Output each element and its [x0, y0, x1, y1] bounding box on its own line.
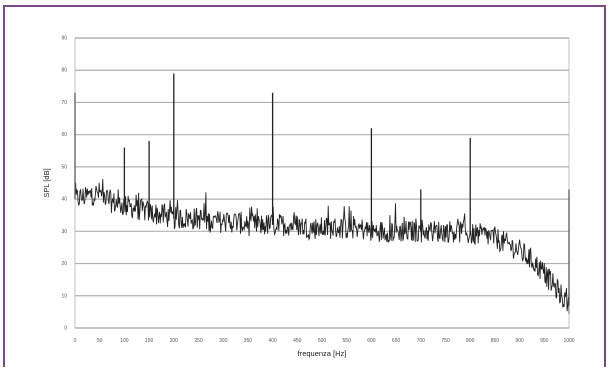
x-tick-label: 750: [441, 338, 450, 344]
x-tick-label: 800: [466, 338, 475, 344]
x-tick-label: 250: [194, 338, 203, 344]
x-tick-label: 450: [293, 338, 302, 344]
x-tick-label: 550: [343, 338, 352, 344]
x-tick-label: 400: [268, 338, 277, 344]
x-tick-label: 50: [97, 338, 103, 344]
x-tick-label: 500: [318, 338, 327, 344]
x-tick-label: 150: [145, 338, 154, 344]
x-tick-label: 200: [170, 338, 179, 344]
x-tick-label: 950: [540, 338, 549, 344]
y-tick-label: 0: [64, 326, 67, 332]
x-tick-label: 700: [417, 338, 426, 344]
x-tick-labels: 0 50 100 150 200 250 300 350 400 450 500 550 600 650 7…: [74, 338, 575, 344]
x-tick-label: 900: [515, 338, 524, 344]
y-tick-label: 20: [61, 261, 67, 267]
y-tick-label: 50: [61, 164, 67, 170]
y-tick-label: 10: [61, 293, 67, 299]
x-tick-label: 100: [120, 338, 129, 344]
y-tick-label: 80: [61, 68, 67, 74]
spectral-peaks: [75, 73, 569, 305]
x-tick-label: 0: [74, 338, 77, 344]
x-tick-label: 600: [367, 338, 376, 344]
y-axis-label: SPL [dB]: [42, 168, 51, 197]
y-tick-labels: 0 10 20 30 40 50 60 70 80 90: [61, 36, 67, 332]
x-tick-label: 850: [491, 338, 500, 344]
y-tick-label: 40: [61, 197, 67, 203]
x-axis-label: frequenza [Hz]: [298, 349, 347, 358]
y-tick-label: 70: [61, 100, 67, 106]
y-tick-label: 60: [61, 132, 67, 138]
x-tick-label: 650: [392, 338, 401, 344]
x-tick-label: 300: [219, 338, 228, 344]
x-tick-label: 1000: [563, 338, 574, 344]
y-tick-label: 30: [61, 229, 67, 235]
x-tick-label: 350: [244, 338, 253, 344]
y-tick-label: 90: [61, 36, 67, 42]
